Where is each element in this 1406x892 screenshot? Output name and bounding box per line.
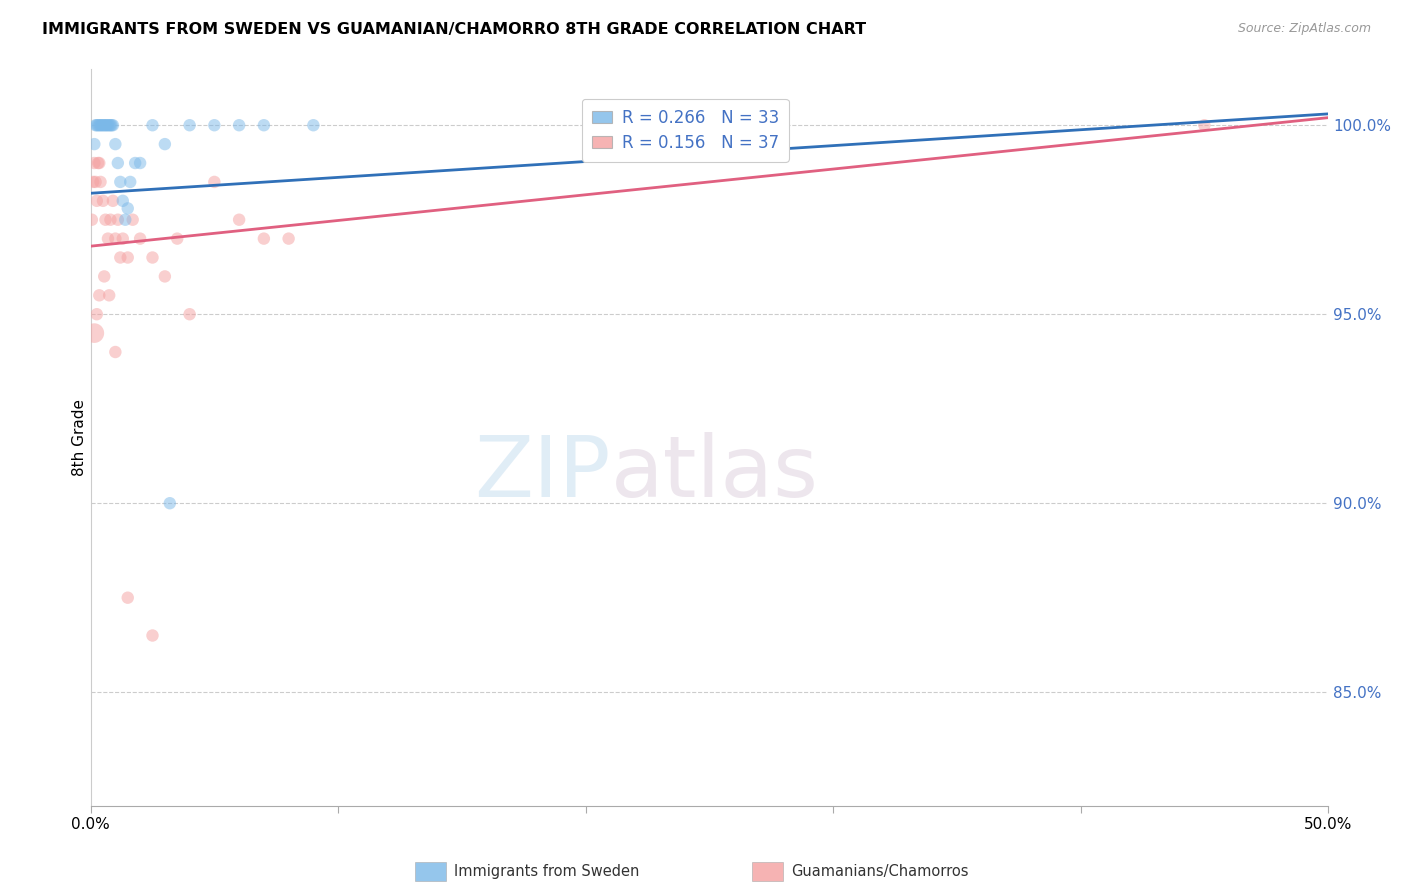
Point [91,118,114,132]
Point [100,118,122,132]
Text: ZIP: ZIP [474,433,610,516]
Point [124,156,146,170]
Legend: R = 0.266   N = 33, R = 0.156   N = 37: R = 0.266 N = 33, R = 0.156 N = 37 [582,99,789,161]
Point [141,118,163,132]
Point [117,202,139,216]
Point [87,156,110,170]
Point [84,118,107,132]
Point [83,137,105,152]
Point [202,175,225,189]
Point [114,212,136,227]
Point [89,175,111,189]
Text: atlas: atlas [610,433,818,516]
Point [83,156,105,170]
Point [104,232,127,246]
Point [86,194,108,208]
Point [104,137,127,152]
Point [159,496,181,510]
Point [302,118,325,132]
Point [93,118,115,132]
Text: Immigrants from Sweden: Immigrants from Sweden [454,864,640,879]
Y-axis label: 8th Grade: 8th Grade [72,399,87,475]
Point [83,326,105,340]
Point [107,156,129,170]
Point [129,232,152,246]
Point [117,591,139,605]
Point [110,175,132,189]
Text: Source: ZipAtlas.com: Source: ZipAtlas.com [1237,22,1371,36]
Point [179,307,201,321]
Point [104,345,127,359]
Point [89,288,111,302]
Point [110,251,132,265]
Point [120,175,142,189]
Point [111,232,134,246]
Point [153,137,176,152]
Point [101,194,124,208]
Point [111,194,134,208]
Point [93,269,115,284]
Point [82,175,104,189]
Point [89,118,111,132]
Point [100,118,122,132]
Point [80,212,103,227]
Point [89,118,111,132]
Point [91,194,114,208]
Point [98,118,121,132]
Point [86,118,108,132]
Point [97,118,120,132]
Point [89,156,111,170]
Text: Guamanians/Chamorros: Guamanians/Chamorros [792,864,969,879]
Point [253,118,276,132]
Point [1194,118,1216,132]
Point [253,232,276,246]
Point [98,288,121,302]
Point [84,175,107,189]
Point [117,251,139,265]
Point [97,232,120,246]
Point [90,118,112,132]
Point [153,269,176,284]
Point [228,212,250,227]
Point [202,118,225,132]
Point [100,212,122,227]
Point [94,212,117,227]
Point [129,156,152,170]
Point [228,118,250,132]
Point [277,232,299,246]
Point [121,212,143,227]
Point [107,212,129,227]
Point [141,628,163,642]
Point [141,251,163,265]
Point [166,232,188,246]
Point [101,118,124,132]
Point [86,307,108,321]
Point [87,118,110,132]
Point [96,118,118,132]
Point [179,118,201,132]
Text: IMMIGRANTS FROM SWEDEN VS GUAMANIAN/CHAMORRO 8TH GRADE CORRELATION CHART: IMMIGRANTS FROM SWEDEN VS GUAMANIAN/CHAM… [42,22,866,37]
Point [94,118,117,132]
